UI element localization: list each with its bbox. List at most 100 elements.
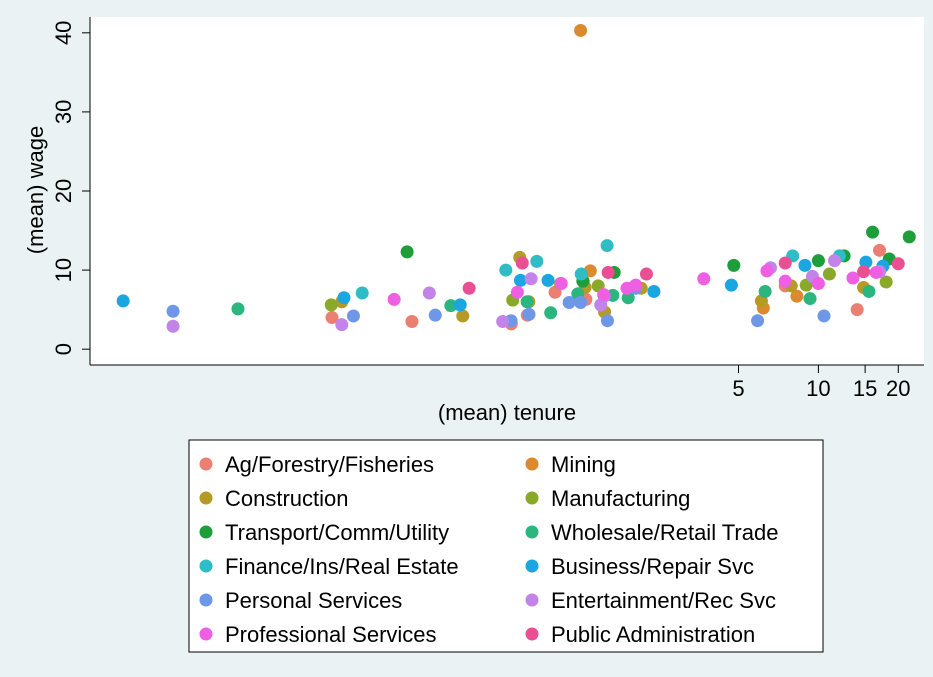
point-professional-services [629, 278, 643, 292]
legend-label: Construction [225, 486, 349, 511]
legend-marker [525, 457, 539, 471]
point-personal-services [600, 314, 614, 328]
point-professional-services [869, 265, 883, 279]
legend-marker [199, 457, 213, 471]
point-wholesale-retail-trade [758, 284, 772, 298]
legend-marker [199, 559, 213, 573]
legend-marker [525, 593, 539, 607]
point-wholesale-retail-trade [803, 292, 817, 306]
point-personal-services [751, 314, 765, 328]
legend-label: Ag/Forestry/Fisheries [225, 452, 434, 477]
point-professional-services [760, 264, 774, 278]
x-axis-title: (mean) tenure [438, 400, 576, 425]
point-manufacturing [324, 298, 338, 312]
legend-marker [199, 627, 213, 641]
legend-marker [199, 491, 213, 505]
point-entertainment-rec-svc [335, 318, 349, 332]
point-business-repair-svc [724, 278, 738, 292]
point-personal-services [166, 304, 180, 318]
point-wholesale-retail-trade [444, 299, 458, 313]
point-wholesale-retail-trade [231, 302, 245, 316]
legend-label: Entertainment/Rec Svc [551, 588, 776, 613]
y-tick-label: 30 [51, 100, 76, 124]
point-construction [456, 309, 470, 323]
x-axis-ticks: 5 10 15 20 [732, 365, 911, 401]
point-professional-services [697, 272, 711, 286]
point-entertainment-rec-svc [524, 272, 538, 286]
legend-marker [199, 525, 213, 539]
plot-background [90, 17, 924, 365]
y-tick-label: 20 [51, 179, 76, 203]
x-tick-label: 20 [886, 376, 910, 401]
point-public-administration [601, 265, 615, 279]
y-axis-title: (mean) wage [23, 126, 48, 254]
legend-marker [525, 525, 539, 539]
y-axis-ticks: 0 10 20 30 40 [51, 21, 90, 355]
point-personal-services [574, 296, 588, 310]
legend-label: Transport/Comm/Utility [225, 520, 449, 545]
point-personal-services [428, 308, 442, 322]
legend-label: Personal Services [225, 588, 402, 613]
x-tick-label: 10 [806, 376, 830, 401]
x-tick-label: 5 [732, 376, 744, 401]
legend-items: Ag/Forestry/Fisheries Mining Construction M… [199, 452, 778, 647]
legend: Ag/Forestry/Fisheries Mining Construction M… [188, 439, 824, 653]
legend-marker [199, 593, 213, 607]
point-entertainment-rec-svc [828, 254, 842, 268]
legend-label: Public Administration [551, 622, 755, 647]
point-professional-services [510, 285, 524, 299]
point-manufacturing [879, 275, 893, 289]
point-entertainment-rec-svc [422, 286, 436, 300]
point-finance-ins-real-estate [530, 254, 544, 268]
point-professional-services [846, 271, 860, 285]
legend-label: Wholesale/Retail Trade [551, 520, 778, 545]
legend-label: Finance/Ins/Real Estate [225, 554, 459, 579]
point-business-repair-svc [116, 294, 130, 308]
point-public-administration [891, 257, 905, 271]
point-transport-comm-utility [866, 225, 880, 239]
point-mining [790, 289, 804, 303]
point-wholesale-retail-trade [520, 295, 534, 309]
point-professional-services [554, 277, 568, 291]
point-professional-services [811, 277, 825, 291]
point-transport-comm-utility [400, 245, 414, 259]
point-transport-comm-utility [727, 258, 741, 272]
legend-label: Mining [551, 452, 616, 477]
point-business-repair-svc [798, 258, 812, 272]
legend-marker [525, 491, 539, 505]
y-tick-label: 10 [51, 258, 76, 282]
data-points [116, 23, 916, 333]
point-finance-ins-real-estate [499, 263, 513, 277]
y-tick-label: 40 [51, 21, 76, 45]
point-public-administration [462, 281, 476, 295]
legend-marker [525, 559, 539, 573]
legend-marker [525, 627, 539, 641]
point-public-administration [778, 256, 792, 270]
point-business-repair-svc [513, 273, 527, 287]
legend-box [188, 439, 824, 653]
point-wholesale-retail-trade [544, 306, 558, 320]
point-public-administration [857, 265, 871, 279]
point-wholesale-retail-trade [621, 291, 635, 305]
point-business-repair-svc [647, 284, 661, 298]
point-business-repair-svc [541, 273, 555, 287]
point-wholesale-retail-trade [862, 284, 876, 298]
point-business-repair-svc [337, 291, 351, 305]
point-business-repair-svc [453, 298, 467, 312]
point-mining [574, 23, 588, 37]
point-public-administration [515, 256, 529, 270]
point-professional-services [387, 292, 401, 306]
point-transport-comm-utility [902, 230, 916, 244]
point-professional-services [597, 288, 611, 302]
point-personal-services [562, 296, 576, 310]
point-transport-comm-utility [811, 254, 825, 268]
legend-label: Business/Repair Svc [551, 554, 754, 579]
point-public-administration [639, 267, 653, 281]
point-ag-forestry-fisheries [850, 303, 864, 317]
point-personal-services [346, 309, 360, 323]
point-personal-services [522, 307, 536, 321]
y-tick-label: 0 [51, 343, 76, 355]
point-ag-forestry-fisheries [873, 243, 887, 257]
point-finance-ins-real-estate [600, 239, 614, 253]
